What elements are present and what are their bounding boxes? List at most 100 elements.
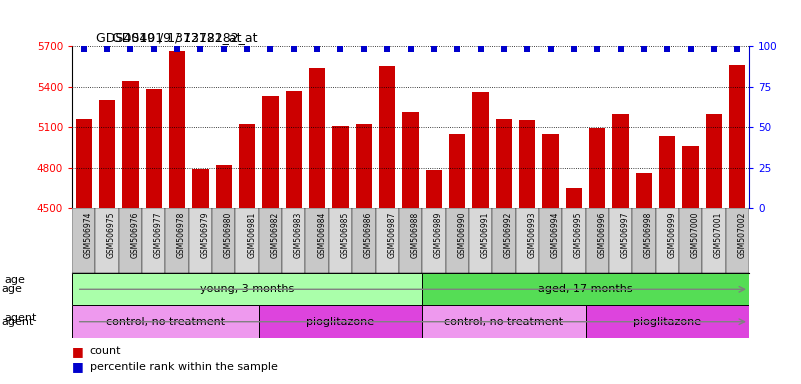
Point xyxy=(497,46,510,52)
Point xyxy=(451,46,464,52)
Text: agent: agent xyxy=(2,317,34,327)
Bar xyxy=(632,208,655,273)
Point xyxy=(661,46,674,52)
Bar xyxy=(609,208,632,273)
Bar xyxy=(166,208,189,273)
Text: GSM506982: GSM506982 xyxy=(271,212,280,258)
Bar xyxy=(72,306,259,338)
Text: GDS4019 / 1372182_at: GDS4019 / 1372182_at xyxy=(112,31,258,44)
Text: GSM507000: GSM507000 xyxy=(690,212,699,258)
Bar xyxy=(425,170,442,208)
Text: GSM506985: GSM506985 xyxy=(340,212,349,258)
Text: GSM506994: GSM506994 xyxy=(550,212,560,258)
Point xyxy=(614,46,627,52)
Bar xyxy=(189,208,212,273)
Text: GSM506975: GSM506975 xyxy=(107,212,116,258)
Point xyxy=(521,46,533,52)
Bar xyxy=(586,208,609,273)
Text: ■: ■ xyxy=(72,345,84,358)
Point xyxy=(194,46,207,52)
Bar xyxy=(679,208,702,273)
Point xyxy=(78,46,91,52)
Bar xyxy=(352,208,376,273)
Text: GSM506995: GSM506995 xyxy=(574,212,583,258)
Bar xyxy=(262,96,279,208)
Point xyxy=(428,46,441,52)
Bar xyxy=(239,124,256,208)
Bar xyxy=(235,208,259,273)
Point xyxy=(474,46,487,52)
Bar xyxy=(95,208,119,273)
Text: age: age xyxy=(2,284,22,294)
Text: GSM506977: GSM506977 xyxy=(154,212,163,258)
Text: control, no treatment: control, no treatment xyxy=(106,317,225,327)
Bar xyxy=(142,208,166,273)
Text: percentile rank within the sample: percentile rank within the sample xyxy=(90,362,278,372)
Bar xyxy=(706,114,722,208)
Bar xyxy=(259,208,282,273)
Text: GSM506998: GSM506998 xyxy=(644,212,653,258)
Text: pioglitazone: pioglitazone xyxy=(633,317,702,327)
Text: GSM506981: GSM506981 xyxy=(248,212,256,258)
Bar xyxy=(539,208,562,273)
Point xyxy=(567,46,580,52)
Bar xyxy=(75,119,92,208)
Bar xyxy=(586,306,749,338)
Text: GSM506979: GSM506979 xyxy=(200,212,209,258)
Text: GSM506997: GSM506997 xyxy=(621,212,630,258)
Bar xyxy=(376,208,399,273)
Bar xyxy=(613,114,629,208)
Text: GSM506976: GSM506976 xyxy=(131,212,139,258)
Text: GSM506996: GSM506996 xyxy=(598,212,606,258)
Bar xyxy=(422,306,586,338)
Bar xyxy=(379,66,396,208)
Text: GSM506978: GSM506978 xyxy=(177,212,186,258)
Bar xyxy=(636,173,652,208)
Bar xyxy=(192,169,208,208)
Bar xyxy=(309,68,325,208)
Text: GSM506988: GSM506988 xyxy=(410,212,420,258)
Point xyxy=(638,46,650,52)
Text: count: count xyxy=(90,346,121,356)
Bar xyxy=(655,208,679,273)
Bar xyxy=(146,89,162,208)
Text: GSM506990: GSM506990 xyxy=(457,212,466,258)
Bar xyxy=(282,208,305,273)
Text: age: age xyxy=(4,275,25,285)
Point xyxy=(264,46,277,52)
Point xyxy=(124,46,137,52)
Bar xyxy=(99,100,115,208)
Bar xyxy=(286,91,302,208)
Bar xyxy=(215,165,232,208)
Text: GSM506987: GSM506987 xyxy=(387,212,396,258)
Text: pioglitazone: pioglitazone xyxy=(307,317,375,327)
Point xyxy=(380,46,393,52)
Bar xyxy=(516,208,539,273)
Bar xyxy=(726,208,749,273)
Bar xyxy=(562,208,586,273)
Text: GSM506983: GSM506983 xyxy=(294,212,303,258)
Text: agent: agent xyxy=(4,313,36,323)
Bar xyxy=(72,208,95,273)
Point xyxy=(288,46,300,52)
Text: GSM506993: GSM506993 xyxy=(527,212,536,258)
Text: GSM506991: GSM506991 xyxy=(481,212,489,258)
Text: GSM507002: GSM507002 xyxy=(737,212,747,258)
Point xyxy=(684,46,697,52)
Point xyxy=(101,46,114,52)
Bar xyxy=(519,120,535,208)
Point xyxy=(404,46,417,52)
Point xyxy=(591,46,604,52)
Bar xyxy=(259,306,422,338)
Bar xyxy=(729,65,746,208)
Bar xyxy=(422,273,749,306)
Text: GSM506984: GSM506984 xyxy=(317,212,326,258)
Text: GSM506986: GSM506986 xyxy=(364,212,372,258)
Text: control, no treatment: control, no treatment xyxy=(445,317,563,327)
Bar xyxy=(329,208,352,273)
Bar xyxy=(589,129,606,208)
Bar xyxy=(449,134,465,208)
Text: GSM507001: GSM507001 xyxy=(714,212,723,258)
Text: ■: ■ xyxy=(72,360,84,373)
Bar xyxy=(422,208,445,273)
